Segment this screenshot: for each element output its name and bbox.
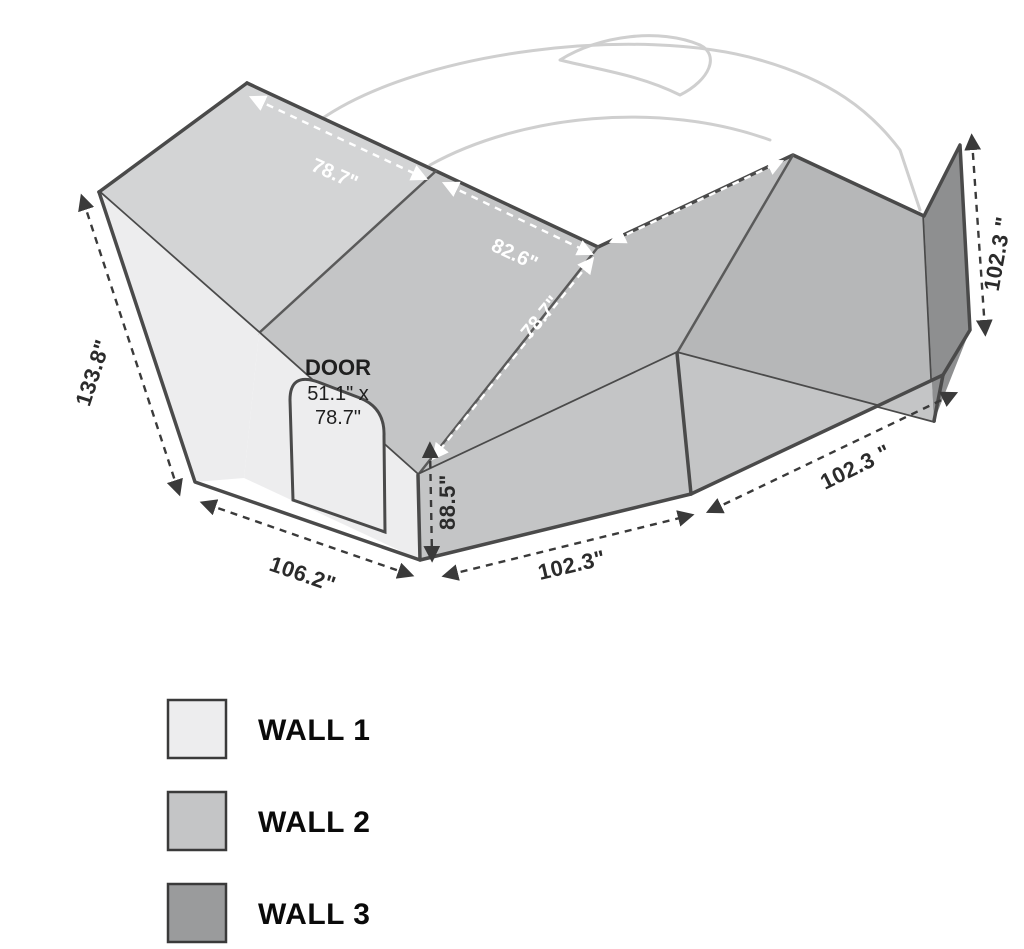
legend-swatch-wall2 xyxy=(168,792,226,850)
legend-label-wall3: WALL 3 xyxy=(258,898,370,931)
door-dim-line2: 78.7" xyxy=(315,407,361,429)
dim-bottom-right: 102.3 " xyxy=(816,439,894,494)
door-dim-line1: 51.1" x xyxy=(307,383,369,405)
legend-swatch-wall3 xyxy=(168,884,226,942)
dim-right: 102.3 " xyxy=(979,215,1017,293)
door-title: DOOR xyxy=(305,355,371,380)
legend: WALL 1 WALL 2 WALL 3 xyxy=(168,700,370,942)
legend-label-wall2: WALL 2 xyxy=(258,806,370,839)
dim-bottom-left: 106.2" xyxy=(266,551,339,597)
dim-left: 133.8" xyxy=(70,336,115,409)
dim-height: 88.5" xyxy=(435,474,460,530)
legend-label-wall1: WALL 1 xyxy=(258,714,370,747)
dim-bottom-mid: 102.3" xyxy=(536,545,608,585)
awning-dimension-diagram: DOOR 51.1" x 78.7" 78.7" 82.6" 78.7" 78.… xyxy=(0,0,1024,949)
legend-swatch-wall1 xyxy=(168,700,226,758)
